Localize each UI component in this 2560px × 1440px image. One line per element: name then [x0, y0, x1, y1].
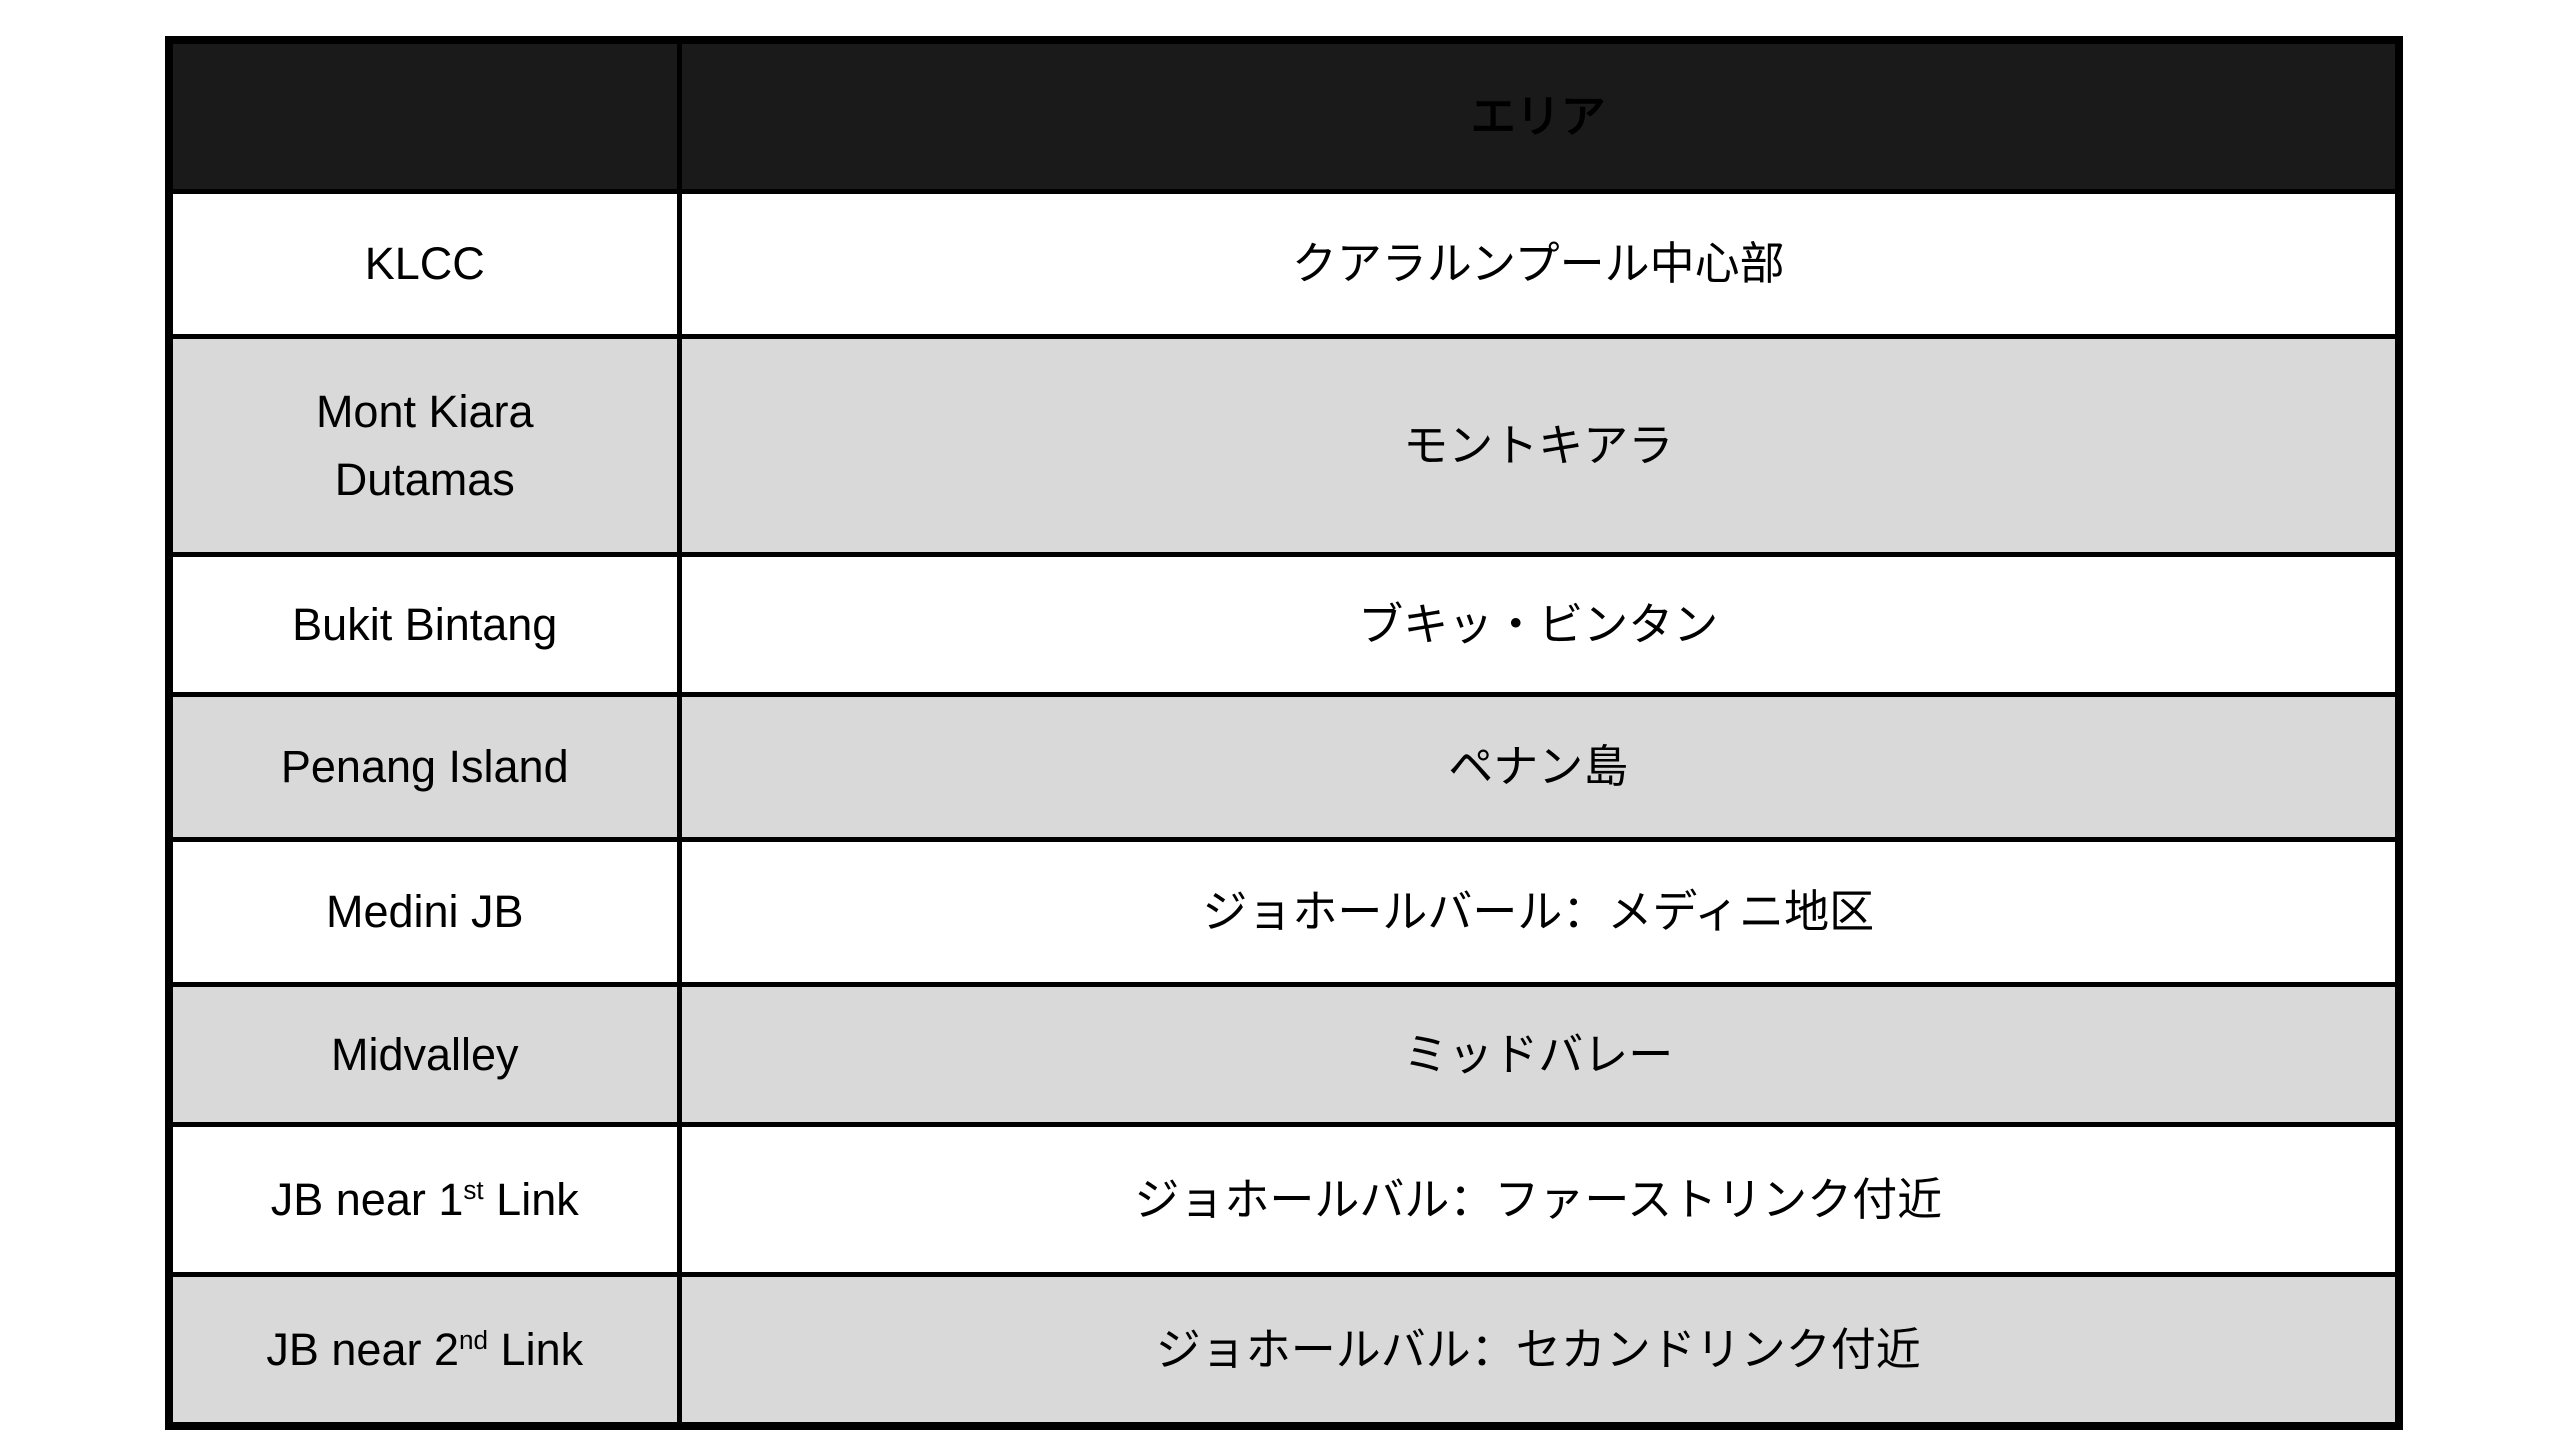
area-en-cell: JB near 1st Link	[166, 1122, 682, 1277]
area-en-text: Penang Island	[280, 741, 569, 793]
table-row: Mont Kiara Dutamas モントキアラ	[166, 334, 2402, 557]
area-en-cell: Bukit Bintang	[166, 552, 682, 697]
area-ja-text: モントキアラ	[1403, 419, 1674, 471]
table-row: JB near 1st Link ジョホールバル：ファーストリンク付近	[166, 1122, 2402, 1277]
area-ja-text: ミッドバレー	[1403, 1028, 1674, 1080]
area-ja-text: ジョホールバル：ファーストリンク付近	[1134, 1173, 1943, 1225]
area-en-text: KLCC	[364, 238, 485, 290]
area-ja-cell: ブキッ・ビンタン	[676, 552, 2402, 697]
area-en-text-rest: Link	[488, 1323, 584, 1375]
area-translation-table: エリア KLCC クアラルンプール中心部 Mont Kiara Dutamas …	[165, 36, 2403, 1430]
area-en-text: JB near 1	[270, 1173, 464, 1225]
area-en-cell: JB near 2nd Link	[166, 1272, 682, 1429]
area-ja-cell: ジョホールバル：ファーストリンク付近	[676, 1122, 2402, 1277]
area-ja-text: ジョホールバール：メディニ地区	[1202, 886, 1875, 938]
area-ja-cell: クアラルンプール中心部	[676, 189, 2402, 339]
area-en-text: Medini JB	[325, 886, 524, 938]
area-en-text: JB near 2	[266, 1323, 460, 1375]
area-ja-text: ブキッ・ビンタン	[1358, 598, 1719, 650]
area-en-text: Bukit Bintang	[292, 598, 558, 650]
area-en-cell: Medini JB	[166, 837, 682, 987]
area-ja-cell: モントキアラ	[676, 334, 2402, 557]
table-row: Midvalley ミッドバレー	[166, 982, 2402, 1127]
area-ja-cell: ジョホールバール：メディニ地区	[676, 837, 2402, 987]
area-ja-cell: ペナン島	[676, 692, 2402, 842]
ordinal-superscript: nd	[459, 1324, 489, 1355]
table-row: Medini JB ジョホールバール：メディニ地区	[166, 837, 2402, 987]
header-empty-cell	[166, 37, 682, 194]
area-ja-text: ペナン島	[1448, 741, 1629, 793]
area-translation-table-wrapper: エリア KLCC クアラルンプール中心部 Mont Kiara Dutamas …	[165, 36, 2403, 1430]
area-en-text-rest: Link	[483, 1173, 579, 1225]
area-en-text: Mont Kiara Dutamas	[315, 386, 534, 505]
ordinal-superscript: st	[463, 1174, 484, 1205]
table-header-row: エリア	[166, 37, 2402, 194]
table-header-row: エリア	[166, 37, 2402, 194]
area-ja-cell: ジョホールバル：セカンドリンク付近	[676, 1272, 2402, 1429]
area-ja-text: クアラルンプール中心部	[1291, 238, 1785, 290]
table-row: Penang Island ペナン島	[166, 692, 2402, 842]
area-en-cell: Mont Kiara Dutamas	[166, 334, 682, 557]
header-area-cell: エリア	[676, 37, 2402, 194]
area-ja-cell: ミッドバレー	[676, 982, 2402, 1127]
table-row: Bukit Bintang ブキッ・ビンタン	[166, 552, 2402, 697]
area-en-cell: KLCC	[166, 189, 682, 339]
area-en-text: Midvalley	[330, 1028, 519, 1080]
table-row: KLCC クアラルンプール中心部	[166, 189, 2402, 339]
area-ja-text: ジョホールバル：セカンドリンク付近	[1155, 1323, 1921, 1375]
table-row: JB near 2nd Link ジョホールバル：セカンドリンク付近	[166, 1272, 2402, 1429]
area-en-cell: Penang Island	[166, 692, 682, 842]
area-en-cell: Midvalley	[166, 982, 682, 1127]
